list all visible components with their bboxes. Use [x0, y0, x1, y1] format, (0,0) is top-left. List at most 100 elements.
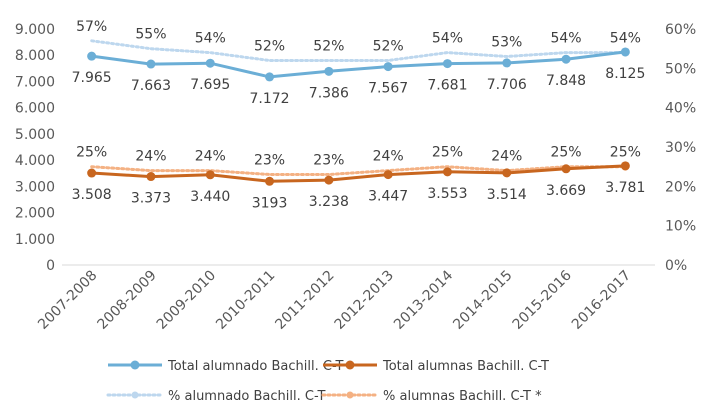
legend-label: % alumnas Bachill. C-T *	[383, 389, 542, 404]
x-tick-label: 2009-2010	[154, 268, 219, 333]
data-label: 3.669	[546, 183, 586, 199]
x-tick-label: 2011-2012	[272, 268, 337, 333]
y-right-tick-label: 60%	[665, 22, 696, 38]
series-point	[146, 59, 156, 69]
series-point	[561, 164, 571, 174]
x-tick-label: 2016-2017	[569, 268, 634, 333]
series-point	[324, 66, 334, 76]
data-label: 53%	[491, 35, 522, 51]
y-right-tick-label: 10%	[665, 219, 696, 235]
data-label: 52%	[313, 38, 344, 54]
data-label: 23%	[313, 153, 344, 169]
series-point	[442, 59, 452, 69]
data-label: 7.386	[309, 85, 349, 101]
series-point	[205, 170, 215, 180]
data-label: 7.663	[131, 78, 171, 94]
series-point	[620, 47, 630, 57]
legend: Total alumnado Bachill. C-T Total alumnas…	[106, 359, 549, 404]
data-label: 25%	[76, 145, 107, 161]
data-label: 54%	[432, 31, 463, 47]
series-point	[620, 161, 630, 171]
series-point	[383, 170, 393, 180]
series-point	[87, 168, 97, 178]
legend-marker	[130, 360, 140, 370]
legend-marker	[345, 360, 355, 370]
series-point	[265, 176, 275, 186]
series-point	[383, 62, 393, 72]
y-right-tick-label: 50%	[665, 61, 696, 77]
x-tick-label: 2012-2013	[332, 268, 397, 333]
data-label: 3.238	[309, 194, 349, 210]
data-label: 23%	[254, 153, 285, 169]
series-line-pct	[90, 39, 627, 62]
legend-label: Total alumnas Bachill. C-T	[382, 359, 549, 374]
series-line-total	[91, 50, 626, 79]
legend-marker	[346, 391, 354, 399]
y-left-tick-label: 4.000	[15, 153, 55, 169]
data-label: 8.125	[605, 66, 645, 82]
series-point	[87, 51, 97, 61]
data-label: 25%	[432, 145, 463, 161]
x-tick-label: 2010-2011	[213, 268, 278, 333]
series-point	[442, 167, 452, 177]
data-label: 3193	[252, 195, 288, 211]
data-label: 3.553	[427, 186, 467, 202]
series-point	[324, 175, 334, 185]
y-right-tick-label: 40%	[665, 101, 696, 117]
y-right-tick-label: 30%	[665, 140, 696, 156]
y-left-tick-label: 1.000	[15, 232, 55, 248]
data-label: 7.567	[368, 81, 408, 97]
x-tick-label: 2013-2014	[391, 267, 456, 332]
y-left-tick-label: 9.000	[15, 22, 55, 38]
data-label: 3.514	[487, 187, 527, 203]
y-left-tick-label: 7.000	[15, 74, 55, 90]
series-point	[502, 168, 512, 178]
y-right-tick-label: 20%	[665, 179, 696, 195]
x-tick-label: 2008-2009	[95, 268, 160, 333]
y-left-tick-label: 0	[46, 258, 55, 274]
data-label: 7.681	[427, 78, 467, 94]
data-label: 7.965	[72, 70, 112, 86]
data-label: 54%	[195, 31, 226, 47]
x-tick-label: 2014-2015	[450, 268, 515, 333]
data-label: 7.706	[487, 77, 527, 93]
y-left-tick-label: 3.000	[15, 179, 55, 195]
data-label: 7.848	[546, 73, 586, 89]
data-label: 54%	[610, 31, 641, 47]
data-label: 52%	[254, 38, 285, 54]
data-label: 52%	[373, 38, 404, 54]
data-label: 3.447	[368, 189, 408, 205]
series-point	[561, 54, 571, 64]
data-labels: 7.965 7.663 7.695 7.172 7.386 7.567 7.681 7.706…	[72, 19, 646, 211]
series-line-total	[91, 164, 626, 183]
y-right-tick-label: 0%	[665, 258, 687, 274]
series-point	[502, 58, 512, 68]
x-tick-label: 2007-2008	[35, 268, 100, 333]
data-label: 25%	[550, 145, 581, 161]
data-label: 57%	[76, 19, 107, 35]
x-tick-label: 2015-2016	[510, 267, 575, 332]
data-label: 3.440	[190, 189, 230, 205]
series-point	[265, 72, 275, 82]
data-label: 3.781	[605, 180, 645, 196]
data-label: 24%	[195, 149, 226, 165]
data-label: 3.373	[131, 191, 171, 207]
data-label: 55%	[135, 27, 166, 43]
data-label: 24%	[491, 149, 522, 165]
legend-label: Total alumnado Bachill. C-T	[167, 359, 343, 374]
data-label: 3.508	[72, 187, 112, 203]
legend-marker	[131, 391, 139, 399]
y-left-tick-label: 5.000	[15, 127, 55, 143]
data-label: 7.172	[250, 91, 290, 107]
y-left-tick-label: 2.000	[15, 206, 55, 222]
y-left-tick-label: 6.000	[15, 101, 55, 117]
data-label: 25%	[610, 145, 641, 161]
series-point	[146, 172, 156, 182]
series-layer	[87, 39, 630, 186]
data-label: 54%	[550, 31, 581, 47]
legend-label: % alumnado Bachill. C-T	[168, 389, 325, 404]
data-label: 7.695	[190, 77, 230, 93]
data-label: 24%	[135, 149, 166, 165]
y-left-tick-label: 8.000	[15, 48, 55, 64]
